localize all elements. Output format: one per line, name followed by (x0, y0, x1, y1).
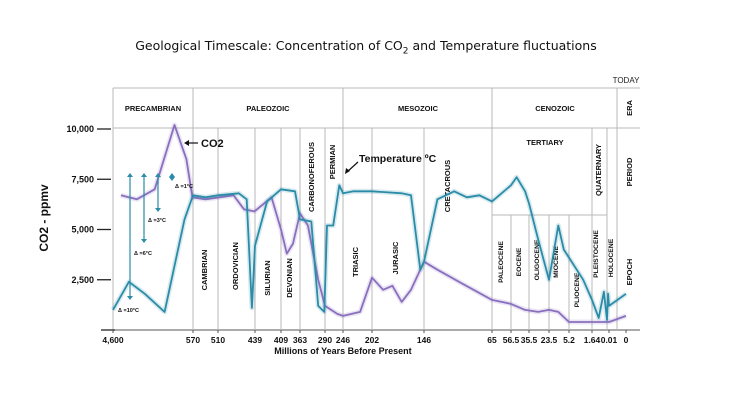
series-line-temperature (112, 176, 627, 321)
x-tick-label: 439 (248, 335, 262, 345)
y-tick-label: 10,000 (66, 124, 94, 134)
x-tick-label: 65 (487, 335, 497, 345)
annotations: CO2 Temperature ºC Δ =1°C Δ =3°C Δ =6°C Δ =10… (118, 138, 437, 314)
period-label: CRETACROUS (443, 160, 452, 212)
delta-arrowhead-down (127, 296, 133, 300)
row-label-era: ERA (625, 100, 634, 116)
epoch-label: HOLOCENE (608, 238, 615, 277)
era-label: PRECAMBRIAN (125, 104, 181, 113)
epoch-label: EOCENE (516, 247, 523, 276)
x-tick-label: 363 (293, 335, 307, 345)
co2-annotation: CO2 (201, 138, 224, 150)
delta-arrowhead-up (127, 173, 133, 177)
y-tick-label: 7,500 (71, 174, 94, 184)
era-label: PALEOZOIC (246, 104, 290, 113)
era-label: MESOZOIC (398, 104, 439, 113)
period-label: DEVONIAN (285, 258, 294, 298)
epoch-label: PALEOCENE (498, 241, 505, 283)
row-label-epoch: EPOCH (625, 259, 634, 286)
delta-label: Δ =10°C (118, 308, 139, 314)
epoch-label: MIOCENE (553, 246, 560, 278)
delta-label: Δ =1°C (175, 184, 193, 190)
x-tick-label: 570 (186, 335, 200, 345)
series-line-co2 (120, 124, 627, 323)
grid-lines (112, 87, 640, 331)
period-label-tertiary: TERTIARY (526, 138, 563, 147)
x-tick-label: 0.01 (601, 335, 618, 345)
period-label: PERMIAN (328, 145, 337, 180)
y-axis-label: CO2 - ppmv (37, 184, 51, 252)
y-tick-label: 5,000 (71, 225, 94, 235)
period-label: TRIASIC (351, 246, 360, 277)
x-tick-label: 510 (211, 335, 225, 345)
x-tick-label: 56.5 (503, 335, 520, 345)
epoch-label: OLIGOCENE (534, 239, 541, 280)
series-group (110, 122, 628, 325)
x-tick-label: 23.5 (541, 335, 558, 345)
x-tick-label: 1.64 (584, 335, 601, 345)
delta-arrowhead-up (169, 173, 175, 177)
chart-title: Geological Timescale: Concentration of C… (135, 38, 597, 57)
x-tick-label: 35.5 (521, 335, 538, 345)
period-label: ORDOVICIAN (231, 242, 240, 290)
delta-label: Δ =3°C (148, 218, 166, 224)
x-tick-label: 202 (365, 335, 379, 345)
period-label: SILURIAN (263, 260, 272, 295)
epoch-label: PLEISTOCENE (593, 230, 600, 278)
timescale-labels: PRECAMBRIAN PALEOZOIC MESOZOIC CENOZOIC ERA P… (125, 76, 640, 307)
delta-arrowhead-down (169, 177, 175, 181)
temperature-annotation: Temperature ºC (359, 153, 437, 165)
delta-arrowhead-up (155, 173, 161, 177)
delta-arrowhead-down (141, 239, 147, 243)
row-label-period: PERIOD (625, 157, 634, 186)
period-label: CAMBRIAN (200, 250, 209, 291)
y-tick-label: 2,500 (71, 275, 94, 285)
delta-arrowhead-down (155, 208, 161, 212)
temperature-arrowhead (345, 168, 350, 174)
x-tick-label: 4,600 (102, 335, 124, 345)
era-label: CENOZOIC (535, 104, 575, 113)
x-tick-label: 246 (336, 335, 350, 345)
period-label: CARBONOFEROUS (307, 142, 316, 212)
x-tick-label: 409 (274, 335, 288, 345)
period-label-quaternary: QUATERNARY (594, 144, 603, 196)
x-tick-label: 5.2 (563, 335, 575, 345)
x-tick-label: 0 (624, 335, 629, 345)
x-tick-label: 146 (417, 335, 431, 345)
delta-arrowhead-up (141, 173, 147, 177)
x-axis-label: Millions of Years Before Present (274, 346, 411, 356)
co2-arrowhead (184, 140, 189, 146)
x-tick-label: 290 (318, 335, 332, 345)
axes: 10,000 7,500 5,000 2,500 CO2 - ppmv 4,600 570 5… (37, 124, 629, 356)
delta-label: Δ =6°C (134, 251, 152, 257)
epoch-label: PLIOCENE (574, 272, 581, 307)
period-label: JURASIC (391, 241, 400, 275)
today-label: TODAY (613, 76, 640, 85)
